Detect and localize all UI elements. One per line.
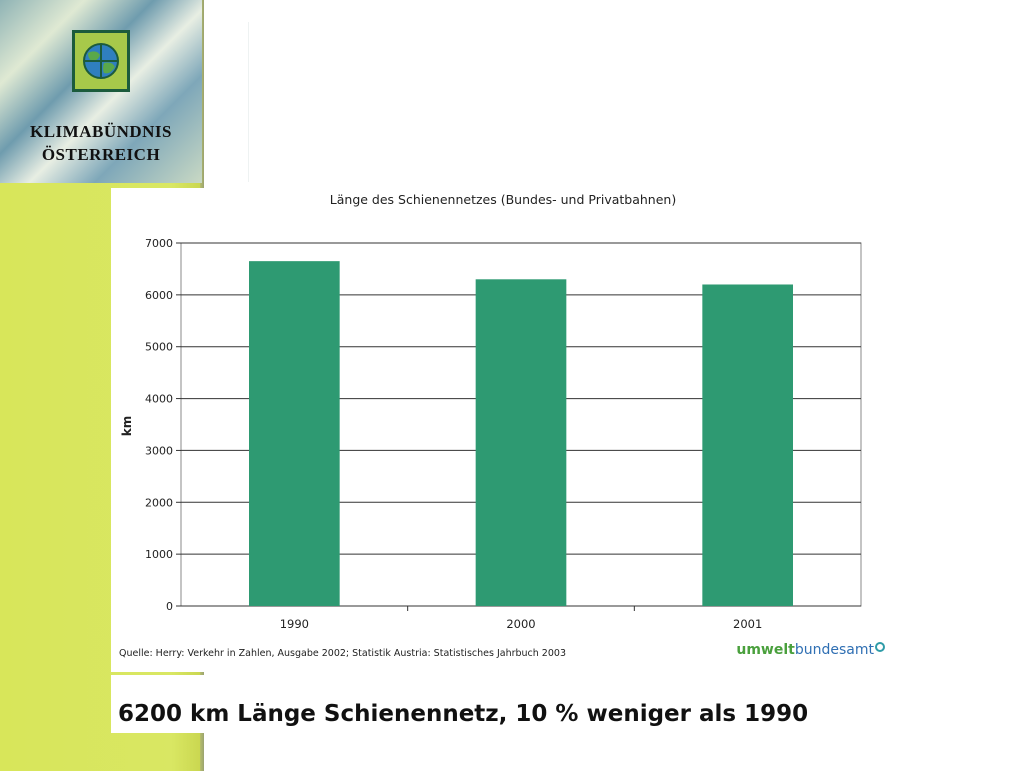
y-tick-label: 4000 [145, 393, 173, 406]
agency-name-part1: umwelt [736, 642, 795, 658]
y-tick-labels: 0 1000 2000 3000 4000 5000 6000 7000 [145, 237, 173, 613]
brand-title: KLIMABÜNDNIS ÖSTERREICH [0, 120, 202, 166]
caption-box: 6200 km Länge Schienennetz, 10 % weniger… [111, 675, 895, 733]
bars [249, 261, 793, 606]
x-tick-label: 2000 [506, 617, 535, 631]
caption-text: 6200 km Länge Schienennetz, 10 % weniger… [118, 701, 809, 727]
y-tick-label: 6000 [145, 289, 173, 302]
divider [248, 22, 249, 182]
brand-line-2: ÖSTERREICH [41, 145, 161, 164]
bar-2000 [475, 279, 567, 606]
bar-1990 [249, 261, 340, 606]
brand-line-1: KLIMABÜNDNIS [29, 122, 173, 141]
chart-panel: Länge des Schienennetzes (Bundes- und Pr… [111, 188, 895, 672]
brand-panel: KLIMABÜNDNIS ÖSTERREICH [0, 0, 202, 183]
agency-mark-icon [875, 642, 885, 652]
y-axis-label: km [120, 416, 134, 436]
chart-title: Länge des Schienennetzes (Bundes- und Pr… [330, 192, 676, 207]
bar-2001 [702, 284, 793, 606]
y-tick-label: 1000 [145, 548, 173, 561]
y-tick-label: 2000 [145, 496, 173, 509]
x-tick-label: 2001 [733, 617, 762, 631]
globe-logo-icon [72, 30, 130, 92]
y-tick-label: 5000 [145, 341, 173, 354]
x-tick-labels: 1990 2000 2001 [280, 606, 762, 631]
y-tick-label: 7000 [145, 237, 173, 250]
x-tick-label: 1990 [280, 617, 309, 631]
agency-name-part2: bundesamt [794, 642, 874, 658]
y-tick-label: 3000 [145, 444, 173, 457]
source-note: Quelle: Herry: Verkehr in Zahlen, Ausgab… [119, 648, 566, 659]
y-tick-label: 0 [166, 600, 173, 613]
agency-logo: umweltbundesamt [736, 642, 885, 658]
bar-chart: Länge des Schienennetzes (Bundes- und Pr… [120, 192, 862, 631]
